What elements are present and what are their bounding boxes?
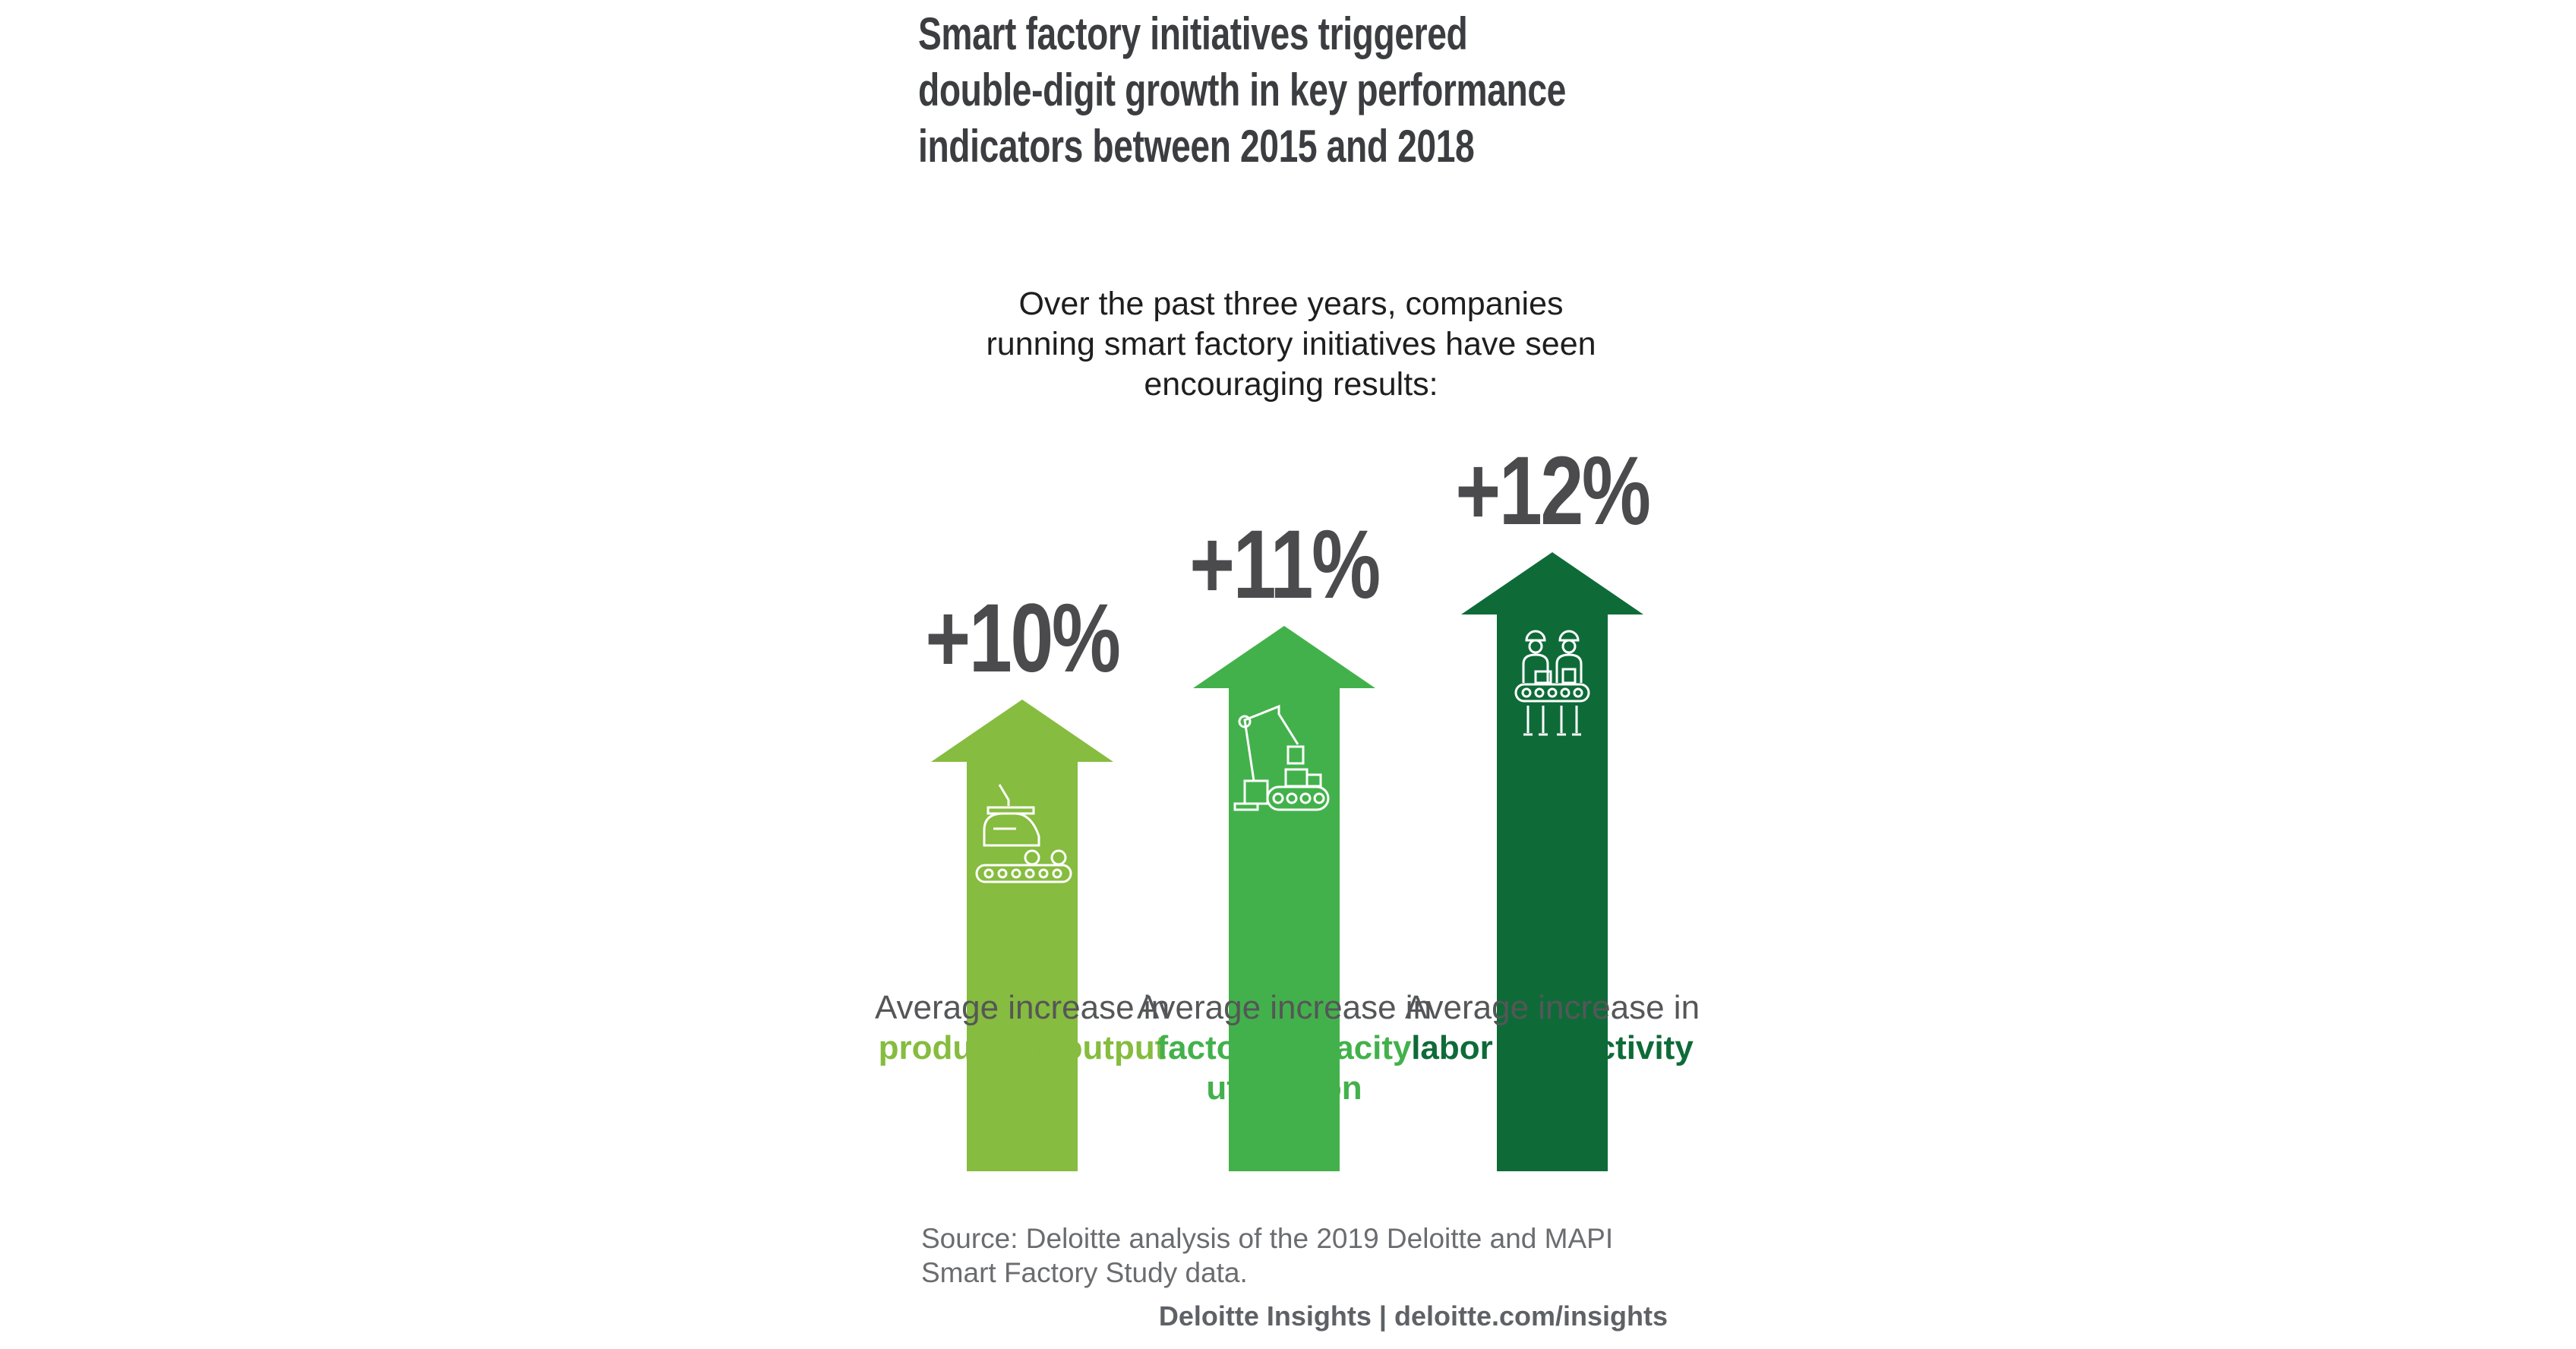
source-note: Source: Deloitte analysis of the 2019 De…	[921, 1223, 1614, 1288]
category-name: production output	[878, 1029, 1166, 1066]
value-label-production-output: +10%	[925, 584, 1121, 693]
workers-conveyor-icon	[1514, 630, 1590, 736]
category-label-production-output: Average increase in production output	[870, 987, 1174, 1068]
robotic-arm-conveyor-icon	[1233, 704, 1330, 811]
arrow-bar-0	[931, 700, 1113, 1171]
category-prefix: Average increase in	[1136, 989, 1432, 1026]
arrow-bar-2	[1461, 552, 1643, 1171]
car-assembly-conveyor-icon	[975, 784, 1072, 883]
value-label-labor-productivity: +12%	[1455, 437, 1651, 545]
category-label-factory-capacity: Average increase in factory capacity uti…	[1132, 987, 1436, 1108]
value-label-factory-capacity: +11%	[1189, 510, 1381, 619]
arrow-bar-1	[1193, 626, 1375, 1171]
chart-subtitle: Over the past three years, companies run…	[986, 286, 1596, 403]
category-prefix: Average increase in	[1404, 989, 1700, 1026]
chart-title: Smart factory initiatives triggered doub…	[918, 8, 1566, 172]
category-label-labor-productivity: Average increase in labor productivity	[1400, 987, 1704, 1068]
category-name: factory capacity utilization	[1157, 1029, 1412, 1107]
category-prefix: Average increase in	[874, 989, 1170, 1026]
footer-credit: Deloitte Insights | deloitte.com/insight…	[1158, 1300, 1668, 1332]
category-name: labor productivity	[1411, 1029, 1694, 1066]
